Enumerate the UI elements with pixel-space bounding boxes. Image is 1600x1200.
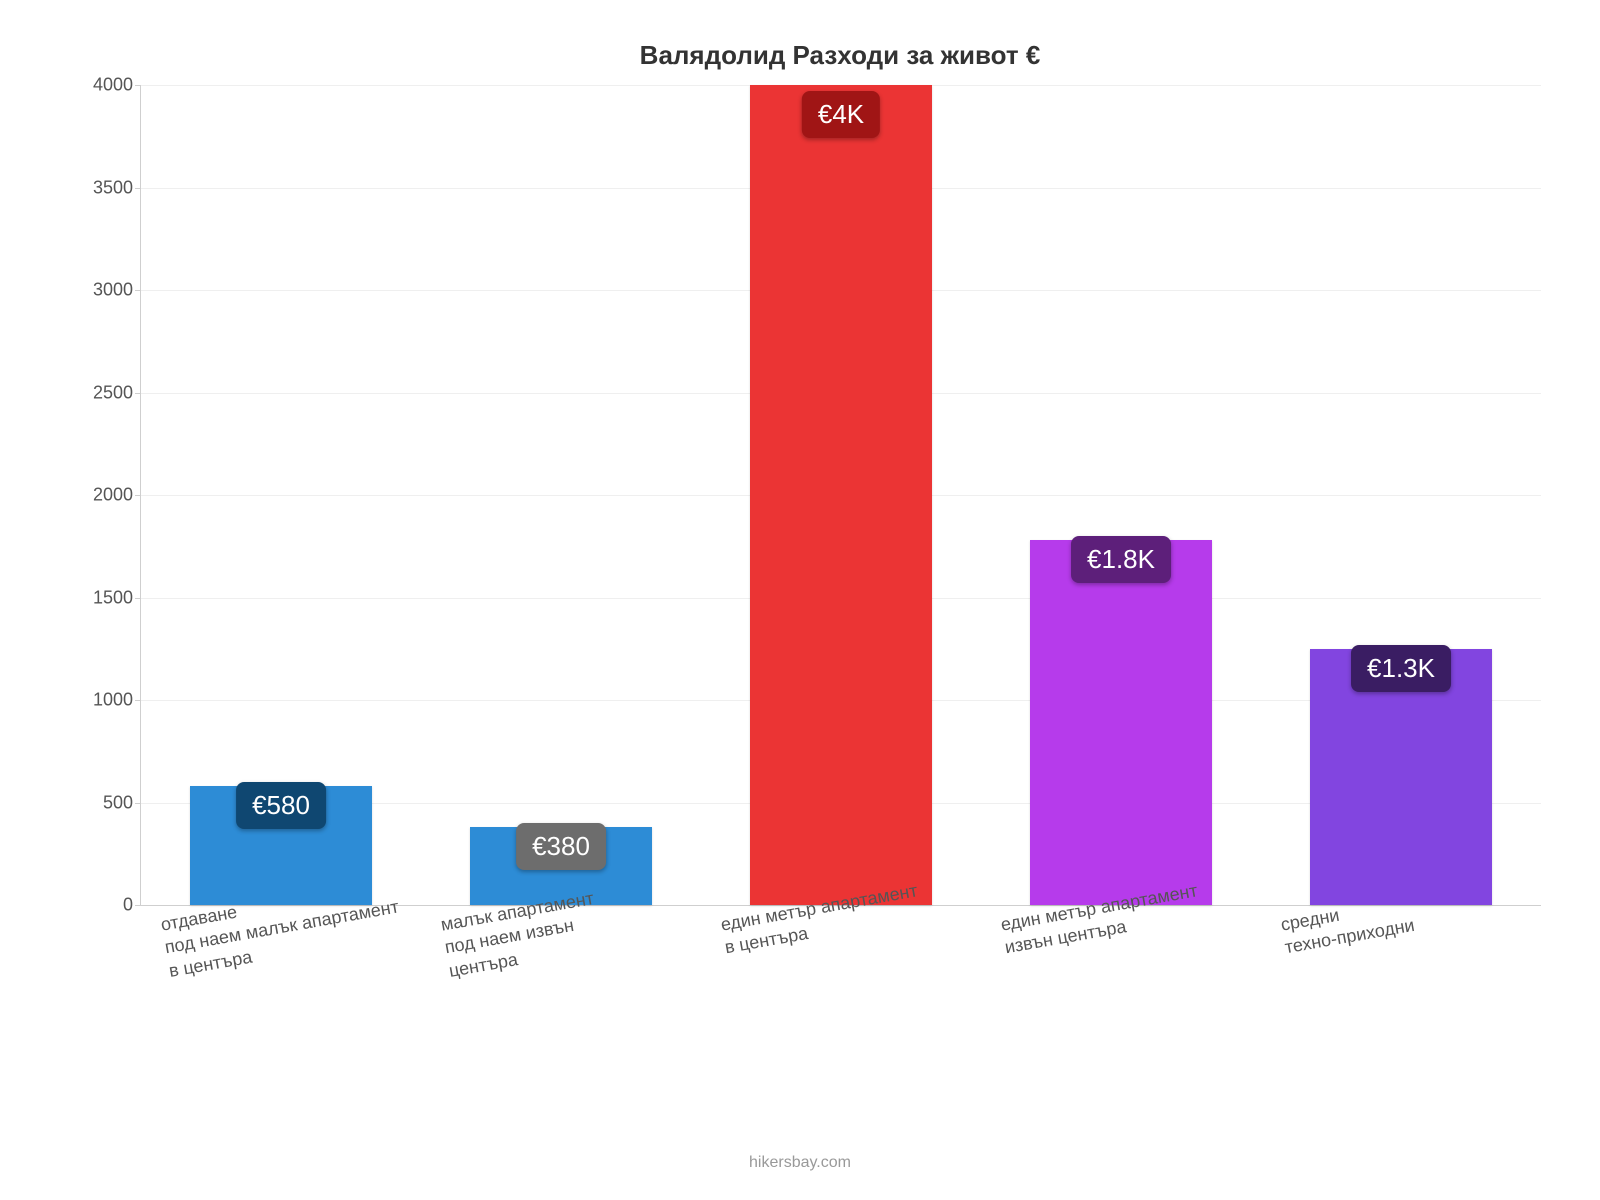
- ytick-mark: [135, 598, 141, 599]
- bar-value-label: €1.3K: [1351, 645, 1451, 692]
- ytick-label: 1500: [69, 587, 133, 608]
- bar-value-label: €1.8K: [1071, 536, 1171, 583]
- plot-area: 05001000150020002500300035004000€580€380…: [140, 85, 1541, 906]
- ytick-label: 3000: [69, 280, 133, 301]
- ytick-label: 4000: [69, 75, 133, 96]
- ytick-label: 0: [69, 895, 133, 916]
- credit-text: hikersbay.com: [0, 1154, 1600, 1172]
- bar-value-label: €4K: [802, 91, 880, 138]
- chart-title: Валядолид Разходи за живот €: [140, 40, 1540, 71]
- ytick-mark: [135, 85, 141, 86]
- ytick-mark: [135, 188, 141, 189]
- chart-container: Валядолид Разходи за живот € 0 500 1000 150…: [0, 0, 1600, 1200]
- x-axis-labels: отдаванепод наем малък апартаментв центъ…: [140, 906, 1540, 1046]
- bar: [750, 85, 932, 905]
- ytick-mark: [135, 700, 141, 701]
- ytick-label: 1000: [69, 690, 133, 711]
- ytick-mark: [135, 495, 141, 496]
- ytick-mark: [135, 290, 141, 291]
- bar: [1030, 540, 1212, 905]
- ytick-label: 2500: [69, 382, 133, 403]
- ytick-label: 2000: [69, 485, 133, 506]
- ytick-label: 500: [69, 792, 133, 813]
- ytick-mark: [135, 803, 141, 804]
- ytick-label: 3500: [69, 177, 133, 198]
- ytick-mark: [135, 393, 141, 394]
- bar-value-label: €380: [516, 823, 606, 870]
- bar-value-label: €580: [236, 782, 326, 829]
